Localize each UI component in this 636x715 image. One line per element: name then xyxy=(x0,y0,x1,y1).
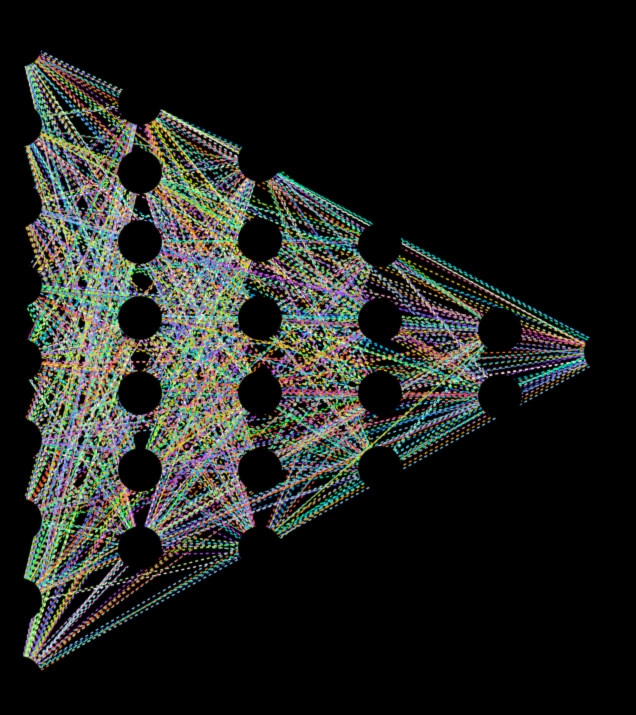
network-diagram-canvas xyxy=(0,0,636,715)
neural-network-graph xyxy=(0,0,636,715)
